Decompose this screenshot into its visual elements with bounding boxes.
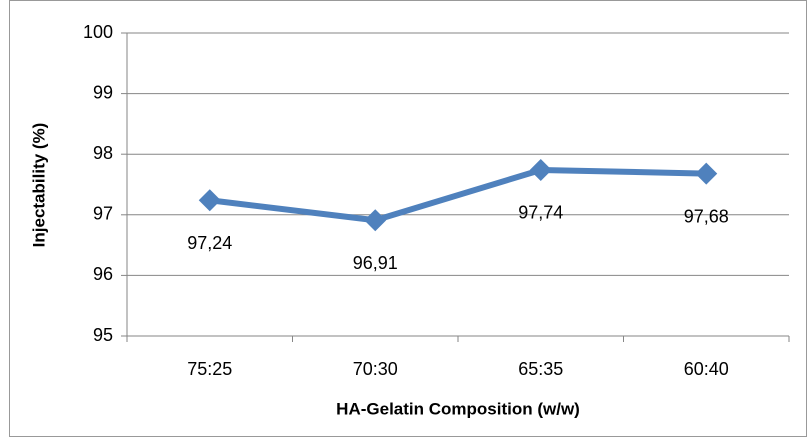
- marker: [695, 162, 718, 185]
- y-axis-title: Injectability (%): [29, 123, 48, 248]
- series-line: [209, 166, 707, 224]
- x-tick-label: 60:40: [684, 359, 729, 379]
- x-tick-label: 65:35: [518, 359, 563, 379]
- y-tick-label: 100: [83, 22, 113, 42]
- y-tick-label: 99: [93, 82, 113, 102]
- data-label: 97,74: [518, 203, 563, 223]
- marker: [529, 158, 552, 181]
- y-tick-label: 97: [93, 204, 113, 224]
- x-tick-label: 70:30: [353, 359, 398, 379]
- chart-frame: [9, 0, 807, 437]
- data-label: 97,24: [187, 233, 232, 253]
- x-tick-label: 75:25: [187, 359, 232, 379]
- marker: [364, 209, 387, 232]
- y-tick-label: 95: [93, 325, 113, 345]
- x-axis-title: HA-Gelatin Composition (w/w): [336, 399, 580, 418]
- y-tick-label: 96: [93, 264, 113, 284]
- data-label: 96,91: [353, 253, 398, 273]
- y-tick-label: 98: [93, 143, 113, 163]
- marker: [198, 189, 221, 212]
- data-label: 97,68: [684, 206, 729, 226]
